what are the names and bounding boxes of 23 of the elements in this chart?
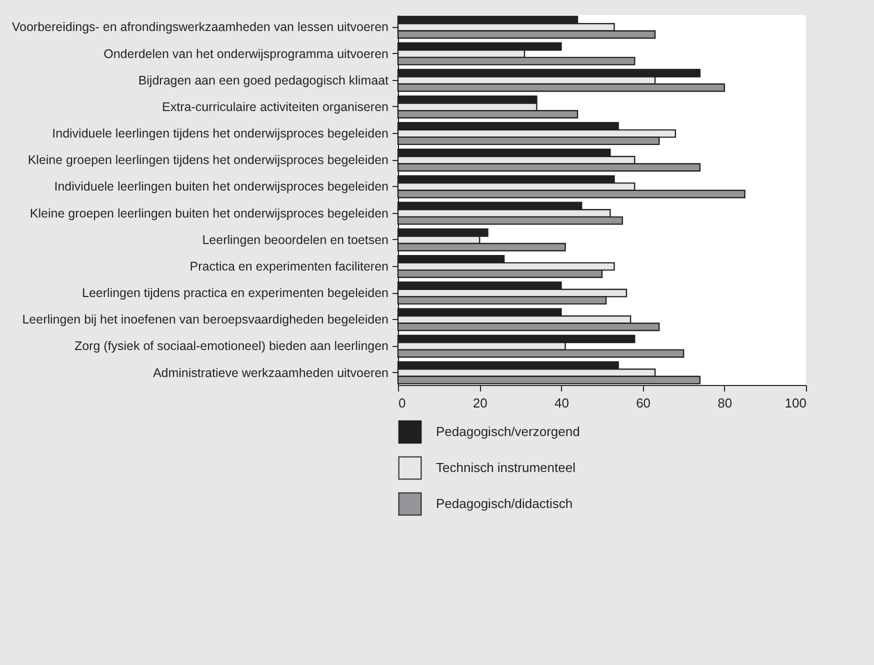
x-tick-label: 0 bbox=[398, 396, 406, 410]
y-tick-label: Zorg (fysiek of sociaal-emotioneel) bieden aan leerlingen bbox=[74, 339, 389, 354]
x-tick-label: 40 bbox=[554, 396, 569, 410]
y-tick-label: Leerlingen bij het inoefenen van beroepsvaardigheden begeleiden bbox=[22, 312, 389, 327]
y-tick-label: Individuele leerlingen buiten het onderwijsproces begeleiden bbox=[54, 180, 389, 194]
y-tick-label: Onderdelen van het onderwijsprogramma uitvoeren bbox=[104, 46, 389, 61]
x-tick-label: 20 bbox=[472, 396, 488, 410]
y-tick-label: Bijdragen aan een goed pedagogisch klimaat bbox=[138, 73, 390, 88]
y-tick-label: Individuele leerlingen tijdens het onderwijsproces begeleiden bbox=[52, 126, 389, 141]
y-tick-label: Voorbereidings- en afrondingswerkzaamheden van lessen uitvoeren bbox=[12, 20, 389, 34]
legend-label: Technisch instrumenteel bbox=[436, 460, 576, 475]
legend-label: Pedagogisch/didactisch bbox=[436, 496, 573, 511]
y-tick-label: Kleine groepen leerlingen buiten het onderwijsproces begeleiden bbox=[30, 206, 389, 220]
y-tick-label: Practica en experimenten faciliteren bbox=[190, 259, 389, 274]
x-tick-label: 100 bbox=[784, 396, 806, 410]
x-tick-label: 60 bbox=[636, 396, 651, 410]
y-tick-label: Kleine groepen leerlingen tijdens het onderwijsproces begeleiden bbox=[28, 153, 389, 168]
y-tick-label: Leerlingen tijdens practica en experimenten begeleiden bbox=[82, 286, 389, 300]
legend-label: Pedagogisch/verzorgend bbox=[436, 424, 580, 439]
y-tick-label: Administratieve werkzaamheden uitvoeren bbox=[152, 366, 389, 380]
y-tick-label: Leerlingen beoordelen en toetsen bbox=[202, 232, 389, 247]
x-tick-label: 80 bbox=[718, 396, 732, 410]
y-tick-label: Extra-curriculaire activiteiten organiseren bbox=[162, 100, 389, 114]
